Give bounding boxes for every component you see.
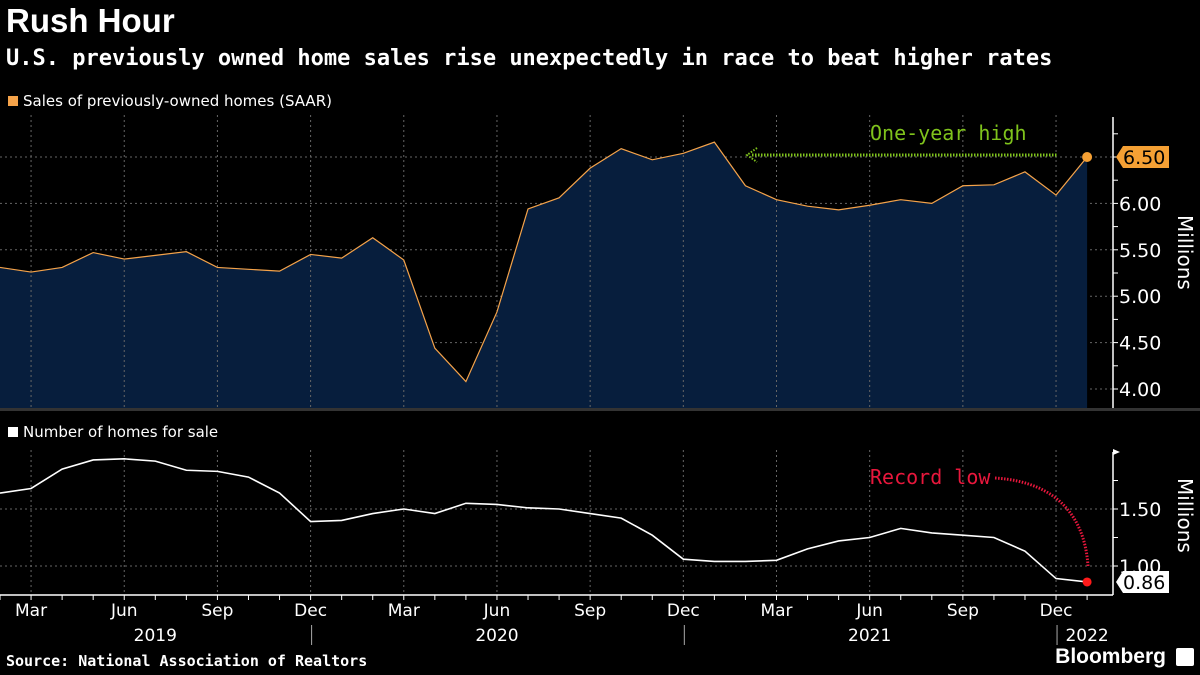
chart-title: Rush Hour — [6, 2, 175, 39]
x-tick-label-month: Dec — [1040, 601, 1073, 621]
x-tick-label-year: 2021 — [848, 626, 891, 646]
last-value-badge-sales — [1116, 146, 1169, 168]
x-tick-label-year: 2020 — [475, 626, 518, 646]
last-value-badge-inventory — [1116, 571, 1169, 593]
chart-subtitle: U.S. previously owned home sales rise un… — [6, 46, 1053, 71]
bloomberg-logo: Bloomberg — [1055, 645, 1166, 668]
x-tick-label-month: Mar — [760, 601, 792, 621]
x-tick-label-month: Mar — [15, 601, 47, 621]
record-low-pointer — [994, 476, 1090, 567]
x-tick-label-month: Sep — [574, 601, 606, 621]
sales-last-point — [1082, 152, 1093, 162]
x-tick-label-month: Dec — [294, 601, 327, 621]
x-tick-label-month: Dec — [667, 601, 700, 621]
annotation-one-year-high: One-year high — [870, 121, 1027, 145]
y-tick-label-top: 4.00 — [1119, 379, 1161, 401]
last-value-label-sales: 6.50 — [1123, 147, 1165, 169]
x-tick-label-month: Jun — [483, 601, 511, 621]
panel-divider — [0, 408, 1200, 411]
y-axis-title-bottom: Millions — [1173, 478, 1197, 553]
annotation-record-low: Record low — [870, 465, 991, 489]
inventory-last-point — [1082, 577, 1092, 587]
y-tick-label-top: 5.50 — [1119, 240, 1161, 262]
last-value-label-inventory: 0.86 — [1123, 572, 1165, 594]
x-tick-label-month: Sep — [201, 601, 233, 621]
y-tick-label-top: 5.00 — [1119, 286, 1161, 308]
legend-label-sales: Sales of previously-owned homes (SAAR) — [23, 92, 332, 110]
y-tick-label-bottom: 1.50 — [1119, 499, 1161, 521]
arrowhead-icon — [745, 147, 758, 163]
x-tick-label-year: 2019 — [134, 626, 177, 646]
x-tick-label-month: Mar — [388, 601, 420, 621]
y-axis-title-top: Millions — [1173, 215, 1197, 290]
x-tick-label-year: 2022 — [1065, 626, 1108, 646]
legend-inventory: Number of homes for sale — [8, 423, 218, 441]
y-tick-label-top: 4.50 — [1119, 333, 1161, 355]
x-tick-label-month: Jun — [855, 601, 883, 621]
x-tick-label-month: Sep — [947, 601, 979, 621]
inventory-line — [0, 458, 1088, 583]
y-tick-label-top: 6.00 — [1119, 193, 1161, 215]
bloomberg-chart-icon — [1176, 648, 1194, 666]
source-note: Source: National Association of Realtors — [6, 652, 368, 670]
legend-sales: Sales of previously-owned homes (SAAR) — [8, 92, 332, 110]
sales-area — [0, 142, 1088, 409]
legend-swatch-inventory — [8, 427, 18, 437]
legend-label-inventory: Number of homes for sale — [23, 423, 219, 441]
x-tick-label-month: Jun — [110, 601, 138, 621]
legend-swatch-sales — [8, 96, 18, 106]
sales-line — [0, 141, 1088, 383]
